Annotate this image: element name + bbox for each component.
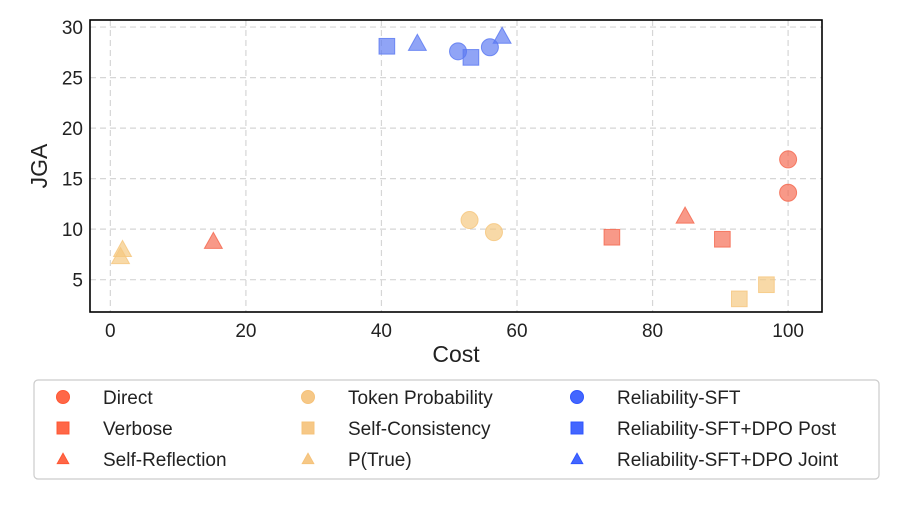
axis-ticks: 0 20 40 60 80 100 5 10 15 20 25 30 [62, 18, 804, 342]
x-tick-label: 80 [642, 321, 663, 342]
x-tick-label: 20 [235, 321, 256, 342]
legend-marker-circle [56, 390, 70, 404]
legend-label: Reliability-SFT+DPO Joint [617, 450, 839, 471]
legend: Direct Verbose Self-Reflection Token Probab… [33, 379, 880, 480]
data-point-square [603, 228, 621, 246]
data-point-triangle [203, 231, 224, 249]
legend-entries: Direct Verbose Self-Reflection Token Probab… [56, 388, 839, 471]
legend-marker-circle [301, 390, 315, 404]
x-axis-label: Cost [432, 341, 480, 367]
data-point-circle [484, 223, 503, 242]
y-tick-label: 5 [72, 271, 83, 292]
data-point-triangle [675, 206, 695, 224]
legend-marker-circle [570, 390, 584, 404]
data-point-circle [460, 211, 479, 230]
x-tick-label: 0 [105, 321, 116, 342]
legend-label: Direct [103, 388, 153, 409]
x-tick-label: 100 [772, 321, 804, 342]
data-point-square [730, 290, 748, 308]
data-point-circle [779, 183, 798, 202]
legend-label: Reliability-SFT [617, 388, 741, 409]
y-tick-label: 10 [62, 220, 83, 241]
y-axis-label: JGA [26, 143, 52, 188]
data-point-triangle [110, 246, 131, 265]
legend-label: Reliability-SFT+DPO Post [617, 419, 837, 440]
legend-marker-square [570, 421, 584, 435]
legend-label: Self-Reflection [103, 450, 227, 471]
x-tick-label: 40 [371, 321, 392, 342]
legend-label: Token Probability [348, 388, 493, 409]
data-point-square [378, 37, 396, 55]
legend-label: Self-Consistency [348, 419, 491, 440]
data-point-triangle [492, 26, 512, 44]
legend-frame [33, 379, 880, 480]
y-tick-label: 25 [62, 69, 83, 90]
y-tick-label: 15 [62, 170, 83, 191]
legend-marker-triangle [56, 452, 70, 465]
legend-marker-triangle [301, 452, 315, 465]
grid-lines [90, 20, 822, 312]
data-point-triangle [407, 33, 428, 51]
legend-label: P(True) [348, 450, 412, 471]
y-tick-label: 30 [62, 18, 83, 39]
legend-marker-square [56, 421, 70, 435]
data-point-square [758, 276, 775, 294]
legend-marker-square [301, 421, 315, 435]
x-tick-label: 60 [506, 321, 527, 342]
data-point-square [462, 49, 480, 66]
y-tick-label: 20 [62, 119, 83, 140]
data-point-circle [779, 150, 798, 169]
plot-frame [89, 19, 823, 313]
data-point-square [714, 230, 731, 248]
data-points [110, 26, 798, 308]
legend-marker-triangle [570, 452, 584, 465]
legend-label: Verbose [103, 419, 173, 440]
